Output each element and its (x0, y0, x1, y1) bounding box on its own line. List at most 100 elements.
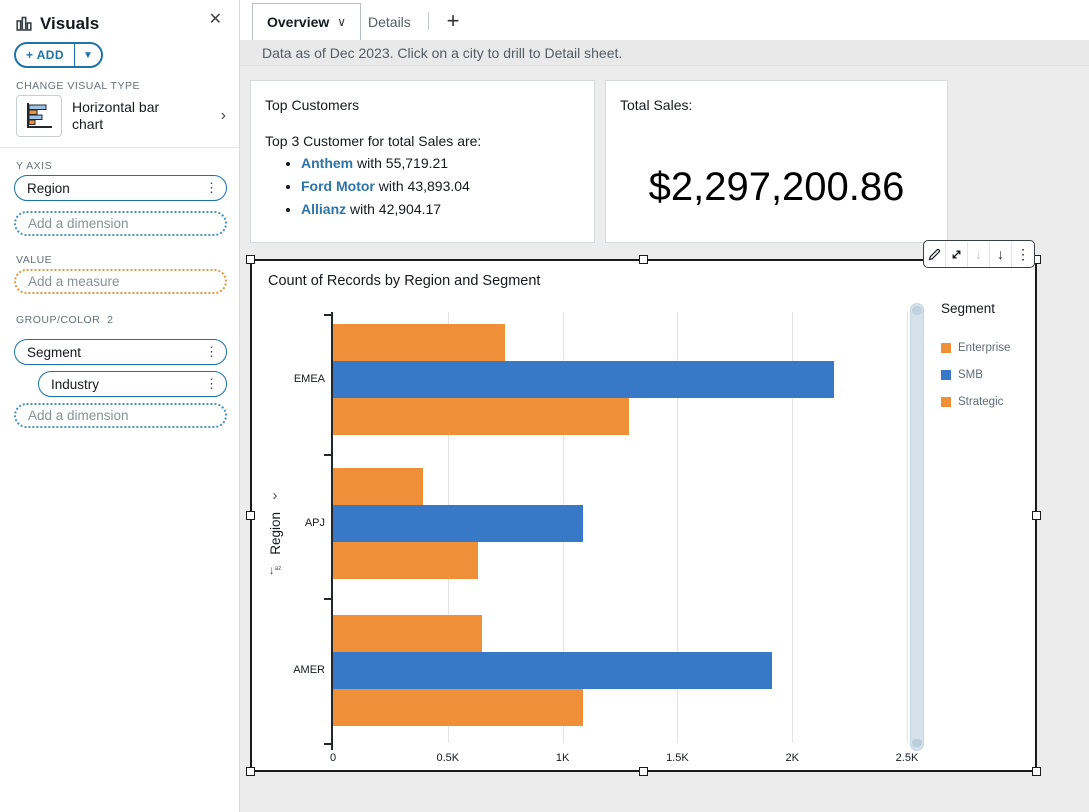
drill-up-icon: ↓ (968, 241, 990, 267)
gridline (792, 312, 794, 743)
legend-item-smb[interactable]: SMB (941, 369, 1033, 381)
add-visual-button[interactable]: + ADD (16, 44, 75, 66)
total-sales-card: Total Sales: $2,297,200.86 (605, 80, 948, 243)
category-label: APJ (304, 516, 325, 529)
x-tick-label: 1.5K (666, 752, 689, 764)
bar-apj-smb[interactable] (333, 505, 584, 542)
kebab-icon[interactable]: ⋮ (205, 180, 218, 195)
tab-details[interactable]: Details (368, 13, 411, 30)
expand-chevron-icon[interactable]: › (272, 487, 278, 504)
visuals-panel: Visuals ✕ + ADD ▼ CHANGE VISUAL TYPE Hor… (0, 0, 240, 812)
field-pill-label: Region (27, 180, 70, 196)
customer-link[interactable]: Allianz (301, 201, 347, 217)
top-customers-intro: Top 3 Customer for total Sales are: (265, 133, 482, 149)
group-color-count: 2 (107, 314, 114, 326)
y-axis-tick (324, 598, 331, 600)
resize-handle[interactable] (638, 767, 648, 776)
legend-scrollbar[interactable] (910, 303, 924, 751)
x-tick-label: 0 (329, 752, 337, 764)
list-item: Anthem with 55,719.21 (301, 155, 580, 171)
bar-emea-strategic[interactable] (333, 398, 630, 435)
resize-handle[interactable] (246, 255, 255, 264)
legend-swatch-icon (941, 397, 951, 407)
x-tick-label: 1K (555, 752, 570, 764)
category-label: AMER (293, 663, 325, 676)
y-axis-label: Y AXIS (16, 160, 53, 172)
bar-chart-icon (16, 16, 32, 32)
top-customers-list: Anthem with 55,719.21 Ford Motor with 43… (301, 155, 580, 217)
bar-emea-smb[interactable] (333, 361, 834, 398)
value-add-measure-well[interactable]: Add a measure (14, 269, 227, 294)
bar-amer-strategic[interactable] (333, 689, 584, 726)
legend-label: Enterprise (958, 342, 1011, 354)
customer-amount: with 43,893.04 (374, 178, 470, 194)
category-label: EMEA (293, 372, 325, 385)
resize-handle[interactable] (1032, 767, 1041, 776)
kebab-icon[interactable]: ⋮ (205, 344, 218, 359)
bar-amer-enterprise[interactable] (333, 615, 483, 652)
resize-handle[interactable] (638, 255, 648, 264)
resize-handle[interactable] (246, 767, 255, 776)
group-color-label-text: GROUP/COLOR (16, 314, 101, 326)
customer-amount: with 55,719.21 (353, 155, 449, 171)
bar-chart-visual[interactable]: Count of Records by Region and Segment ›… (246, 255, 1041, 776)
card-title: Total Sales: (620, 97, 693, 113)
visual-toolbar: ↓ ↓ ⋮ (923, 240, 1035, 268)
chevron-down-icon[interactable]: ∨ (337, 15, 347, 29)
bar-apj-strategic[interactable] (333, 542, 478, 579)
legend-item-strategic[interactable]: Strategic (941, 396, 1033, 408)
sheet-tab-bar: Overview ∨ Details + (240, 0, 1089, 40)
legend-swatch-icon (941, 343, 951, 353)
customer-link[interactable]: Anthem (301, 155, 354, 171)
sort-letters: az (274, 565, 282, 573)
resize-handle[interactable] (1032, 510, 1041, 520)
close-icon[interactable]: ✕ (208, 11, 222, 28)
field-pill-label: Segment (27, 344, 82, 360)
resize-handle[interactable] (246, 510, 255, 520)
divider (428, 12, 429, 30)
y-axis-line (331, 312, 333, 743)
legend-label: SMB (958, 369, 983, 381)
drill-down-icon[interactable]: ↓ (990, 241, 1012, 267)
edit-pencil-icon[interactable] (924, 241, 946, 267)
panel-title: Visuals (40, 14, 100, 33)
y-axis-add-dimension-well[interactable]: Add a dimension (14, 211, 227, 236)
sort-arrow: ↓ (268, 562, 275, 577)
gridline (677, 312, 679, 743)
customer-link[interactable]: Ford Motor (301, 178, 375, 194)
horizontal-bar-chart-icon (16, 95, 62, 137)
group-add-dimension-well[interactable]: Add a dimension (14, 403, 227, 428)
add-visual-caret-icon[interactable]: ▼ (82, 49, 93, 61)
field-pill-region[interactable]: Region ⋮ (14, 175, 227, 201)
maximize-icon[interactable] (946, 241, 968, 267)
group-color-label: GROUP/COLOR 2 (16, 314, 113, 326)
legend: Segment Enterprise SMB Strategic (941, 301, 1033, 423)
visual-type-selector[interactable]: Horizontal bar chart › (16, 94, 226, 138)
list-item: Ford Motor with 43,893.04 (301, 178, 580, 194)
chart-title: Count of Records by Region and Segment (268, 273, 541, 289)
bar-amer-smb[interactable] (333, 652, 772, 689)
bar-emea-enterprise[interactable] (333, 324, 506, 361)
legend-items: Enterprise SMB Strategic (941, 342, 1033, 408)
total-sales-value: $2,297,200.86 (648, 165, 905, 209)
x-tick-label: 0.5K (436, 752, 460, 764)
gridline (907, 312, 908, 743)
plot-area: EMEA APJ AMER 0 0.5K 1K 1.5K 2K 2.5K (293, 312, 918, 764)
legend-item-enterprise[interactable]: Enterprise (941, 342, 1033, 354)
sort-icon[interactable]: ↓ az (269, 563, 282, 577)
tab-overview[interactable]: Overview ∨ (252, 3, 362, 40)
top-customers-card: Top Customers Top 3 Customer for total S… (250, 80, 595, 243)
y-axis-tick (324, 454, 331, 456)
add-visual-split-button: + ADD ▼ (14, 42, 103, 68)
field-pill-segment[interactable]: Segment ⋮ (14, 339, 227, 365)
bar-apj-enterprise[interactable] (333, 468, 423, 505)
kebab-icon[interactable]: ⋮ (205, 376, 218, 391)
tab-label: Overview (267, 14, 330, 30)
field-pill-industry[interactable]: Industry ⋮ (38, 371, 227, 397)
add-sheet-button[interactable]: + (446, 8, 460, 33)
x-tick-label: 2K (785, 752, 799, 764)
customer-amount: with 42,904.17 (346, 201, 442, 217)
menu-kebab-icon[interactable]: ⋮ (1016, 245, 1030, 262)
list-item: Allianz with 42,904.17 (301, 201, 580, 217)
x-tick-label: 2.5K (895, 752, 919, 764)
